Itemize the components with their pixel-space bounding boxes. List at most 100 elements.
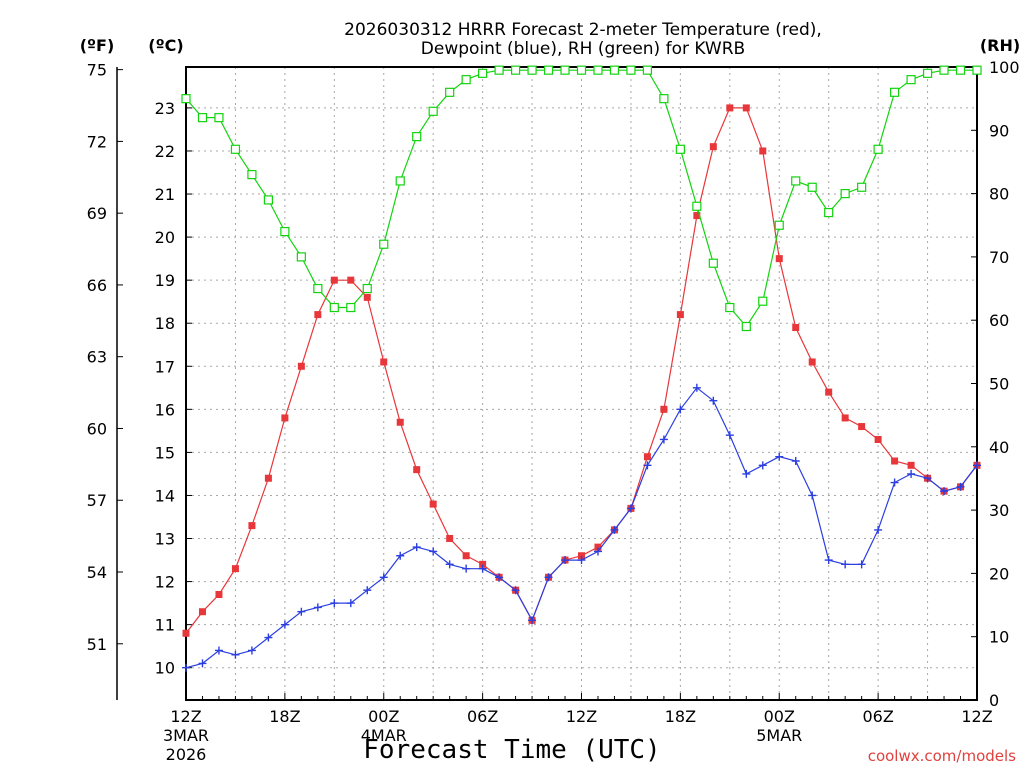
temperature-point <box>578 552 585 560</box>
fahrenheit-tick-label: 51 <box>87 635 107 654</box>
fahrenheit-tick-label: 54 <box>87 563 107 582</box>
temperature-point <box>759 147 767 155</box>
dewpoint-point <box>791 457 800 466</box>
rh-point <box>857 182 867 192</box>
temperature-point <box>314 311 322 319</box>
date-tick-label: 4MAR <box>361 726 407 745</box>
fahrenheit-axis-unit-label: (ºF) <box>80 36 115 55</box>
time-tick-label: 00Z <box>368 707 399 726</box>
rh-tick-label: 100 <box>989 58 1020 77</box>
dewpoint-point <box>561 556 570 565</box>
rh-point <box>329 302 339 313</box>
time-tick-label: 00Z <box>764 707 795 726</box>
rh-tick-label: 90 <box>989 121 1009 140</box>
rh-point <box>791 176 801 186</box>
dewpoint-point <box>841 560 850 569</box>
rh-point <box>708 258 718 268</box>
dewpoint-point <box>511 586 520 595</box>
temperature-point <box>891 457 899 465</box>
rh-point <box>593 65 603 75</box>
temperature-point <box>726 104 734 112</box>
rh-point <box>412 132 422 142</box>
dewpoint-point <box>907 469 916 478</box>
rh-point <box>478 68 488 78</box>
rh-point <box>197 113 208 123</box>
temperature-point <box>198 608 206 616</box>
fahrenheit-tick-label: 66 <box>87 276 107 295</box>
rh-point <box>560 65 570 75</box>
temperature-point <box>281 414 289 422</box>
temperature-point <box>775 255 783 263</box>
dewpoint-point <box>412 543 421 552</box>
celsius-tick-label: 12 <box>155 573 175 592</box>
rh-point <box>296 252 306 262</box>
dewpoint-point <box>231 650 240 659</box>
dewpoint-point <box>626 504 635 513</box>
tick-labels: 51 54 57 60 63 66 69 72 75 10 11 12 13 14 15 16 17 18 19 20… <box>87 58 1020 764</box>
temperature-point <box>380 358 388 366</box>
rh-point <box>510 65 521 75</box>
date-tick-label: 3MAR <box>163 726 209 745</box>
series-celsius-plus <box>182 383 981 672</box>
temperature-point <box>264 474 272 482</box>
time-tick-label: 06Z <box>862 707 893 726</box>
fahrenheit-tick-label: 75 <box>87 61 107 80</box>
rh-point <box>972 65 982 75</box>
rh-point <box>494 65 504 75</box>
dewpoint-point <box>396 551 405 560</box>
dewpoint-point <box>182 663 190 672</box>
dewpoint-point <box>495 573 504 582</box>
temperature-point <box>858 423 866 431</box>
dewpoint-point <box>313 603 322 612</box>
dewpoint-point <box>478 564 487 573</box>
dewpoint-point <box>198 659 207 668</box>
rh-point <box>214 113 224 123</box>
dewpoint-point <box>973 461 981 470</box>
celsius-tick-label: 21 <box>155 185 175 204</box>
data-series <box>181 65 982 672</box>
rh-tick-label: 60 <box>989 311 1009 330</box>
rh-tick-label: 30 <box>989 501 1009 520</box>
rh-axis-unit-label: (RH) <box>980 36 1020 55</box>
celsius-tick-label: 15 <box>155 443 175 462</box>
dewpoint-point <box>940 487 949 496</box>
temperature-point <box>693 212 701 220</box>
rh-point <box>807 182 817 192</box>
rh-point <box>906 75 916 85</box>
fahrenheit-tick-label: 63 <box>87 348 107 367</box>
fahrenheit-tick-label: 72 <box>87 132 107 151</box>
rh-point <box>461 75 471 85</box>
fahrenheit-tick-label: 57 <box>87 491 107 510</box>
dewpoint-point <box>528 616 537 625</box>
temperature-point <box>742 104 750 112</box>
rh-point <box>873 144 883 154</box>
rh-point <box>609 65 620 75</box>
celsius-tick-label: 20 <box>155 228 175 247</box>
rh-point <box>741 321 751 332</box>
dewpoint-point <box>544 573 553 582</box>
temperature-point <box>907 461 915 469</box>
rh-point <box>346 302 356 313</box>
dewpoint-point <box>890 478 899 487</box>
temperature-point <box>347 276 355 284</box>
rh-tick-label: 20 <box>989 564 1009 583</box>
time-tick-label: 18Z <box>665 707 696 726</box>
rh-tick-label: 0 <box>989 691 999 710</box>
dewpoint-point <box>363 586 372 595</box>
dewpoint-point <box>593 547 602 556</box>
dewpoint-point <box>445 560 454 569</box>
dewpoint-point <box>379 573 388 582</box>
rh-tick-label: 70 <box>989 248 1009 267</box>
temperature-point <box>676 311 684 319</box>
fahrenheit-tick-label: 69 <box>87 204 107 223</box>
dewpoint-point <box>824 556 833 565</box>
time-tick-label: 06Z <box>467 707 498 726</box>
rh-point <box>445 87 455 97</box>
dewpoint-point <box>758 461 767 470</box>
dewpoint-point <box>643 461 652 470</box>
celsius-tick-label: 16 <box>155 400 175 419</box>
rh-point <box>230 144 241 154</box>
celsius-tick-label: 13 <box>155 530 175 549</box>
temperature-point <box>874 435 882 443</box>
